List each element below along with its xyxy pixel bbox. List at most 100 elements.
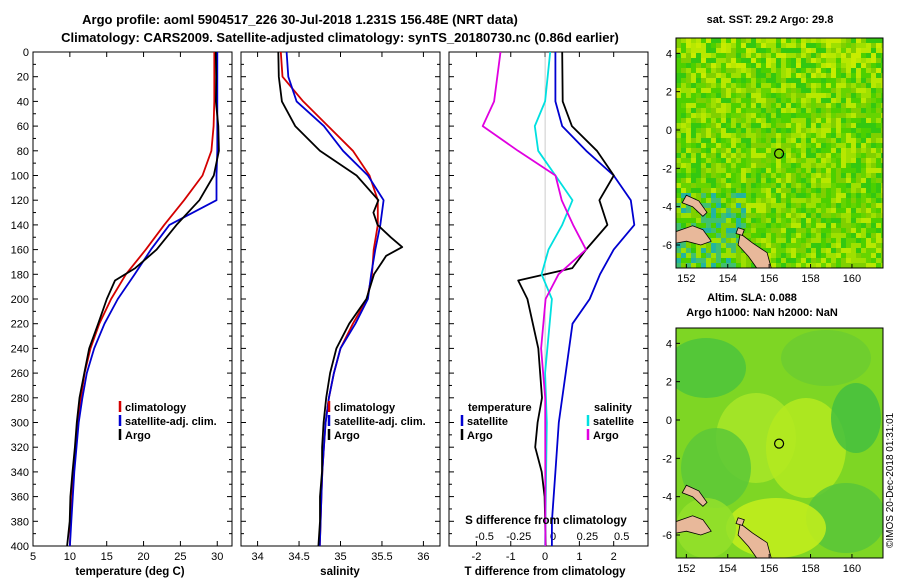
sst-cell: [861, 223, 866, 228]
temperature-xtick-label: 20: [137, 551, 149, 563]
sst-cell: [846, 253, 851, 258]
sst-cell: [816, 218, 821, 223]
sst-cell: [826, 83, 831, 88]
sst-cell: [821, 58, 826, 63]
sst-cell: [801, 98, 806, 103]
sst-cell: [811, 203, 816, 208]
sst-cell: [751, 263, 756, 268]
sst-cell: [866, 78, 871, 83]
sst-cell: [791, 173, 796, 178]
sst-cell: [736, 83, 741, 88]
sst-cell: [776, 153, 781, 158]
sst-cell: [741, 173, 746, 178]
sst-cell: [881, 163, 883, 168]
sst-cell: [766, 193, 771, 198]
sst-cell: [776, 53, 781, 58]
sst-cell: [716, 213, 721, 218]
sst-cell: [816, 38, 821, 43]
sst-cell: [721, 53, 726, 58]
sst-cell: [746, 203, 751, 208]
sst-cell: [686, 213, 691, 218]
sst-cell: [861, 123, 866, 128]
map-xtick-label: 156: [760, 563, 778, 575]
sst-cell: [701, 88, 706, 93]
sst-cell: [791, 233, 796, 238]
sst-cell: [881, 213, 883, 218]
map-xtick-label: 154: [719, 273, 737, 285]
sst-cell: [831, 198, 836, 203]
sst-cell: [731, 173, 736, 178]
map-xtick-label: 152: [677, 563, 695, 575]
sst-cell: [841, 213, 846, 218]
sst-cell: [766, 43, 771, 48]
sst-cell: [826, 238, 831, 243]
sst-cell: [876, 113, 881, 118]
sst-cell: [711, 88, 716, 93]
sst-cell: [711, 233, 716, 238]
sst-cell: [786, 93, 791, 98]
sst-cell: [751, 238, 756, 243]
sst-cell: [746, 98, 751, 103]
sst-cell: [771, 173, 776, 178]
sst-cell: [706, 163, 711, 168]
sst-cell: [746, 48, 751, 53]
sst-cell: [821, 68, 826, 73]
sst-cell: [761, 43, 766, 48]
sst-cell: [771, 168, 776, 173]
map-ytick-label: -4: [662, 492, 672, 504]
sst-cell: [826, 243, 831, 248]
sst-cell: [841, 68, 846, 73]
sst-cell: [866, 63, 871, 68]
sst-cell: [736, 193, 741, 198]
sst-cell: [756, 68, 761, 73]
sst-cell: [876, 68, 881, 73]
sst-cell: [866, 113, 871, 118]
sst-cell: [706, 228, 711, 233]
sst-cell: [711, 63, 716, 68]
sst-cell: [806, 43, 811, 48]
sst-cell: [781, 253, 786, 258]
sst-cell: [811, 218, 816, 223]
sst-cell: [816, 173, 821, 178]
sst-cell: [856, 163, 861, 168]
sst-cell: [856, 213, 861, 218]
sst-cell: [741, 223, 746, 228]
sst-cell: [706, 143, 711, 148]
sst-cell: [831, 53, 836, 58]
sst-cell: [801, 88, 806, 93]
difference-xlabel: T difference from climatology: [464, 566, 626, 578]
sst-cell: [761, 68, 766, 73]
sst-cell: [821, 213, 826, 218]
sst-cell: [786, 43, 791, 48]
sst-cell: [736, 63, 741, 68]
sst-cell: [716, 248, 721, 253]
sst-cell: [786, 238, 791, 243]
sst-cell: [726, 118, 731, 123]
sst-cell: [826, 73, 831, 78]
sst-cell: [781, 103, 786, 108]
sst-cell: [681, 188, 686, 193]
sst-cell: [701, 203, 706, 208]
sst-cell: [816, 138, 821, 143]
sst-cell: [696, 168, 701, 173]
sst-cell: [681, 243, 686, 248]
salinity-xtick-label: 34.5: [288, 551, 309, 563]
sst-cell: [816, 78, 821, 83]
sst-cell: [711, 183, 716, 188]
sst-cell: [871, 83, 876, 88]
salinity-series-satellite-adj-clim-: [285, 52, 385, 546]
sst-cell: [706, 58, 711, 63]
sst-cell: [881, 178, 883, 183]
sst-cell: [686, 173, 691, 178]
sst-cell: [876, 93, 881, 98]
sst-cell: [741, 183, 746, 188]
sst-cell: [696, 243, 701, 248]
sst-cell: [811, 68, 816, 73]
sst-cell: [706, 73, 711, 78]
sst-cell: [846, 63, 851, 68]
sst-cell: [681, 73, 686, 78]
sst-cell: [711, 98, 716, 103]
sst-cell: [776, 188, 781, 193]
sst-cell: [786, 208, 791, 213]
sst-cell: [731, 168, 736, 173]
